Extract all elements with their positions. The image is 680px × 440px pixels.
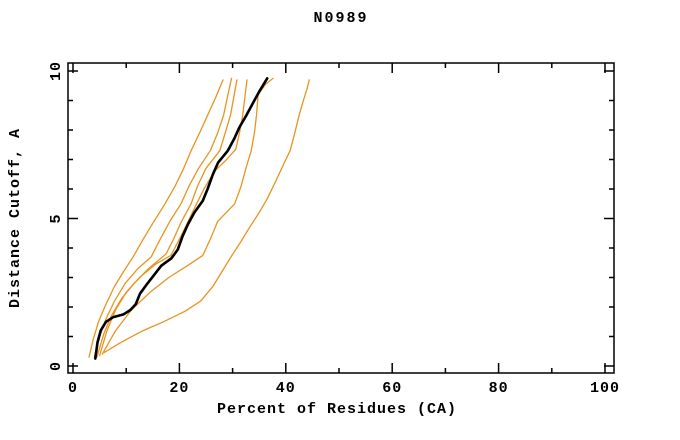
curve-model-5: [101, 77, 274, 355]
frame-box: [67, 62, 615, 374]
curve-model-3: [96, 79, 238, 358]
x-tick-label: 40: [276, 380, 296, 397]
x-tick-label: 60: [382, 380, 402, 397]
x-tick-label: 0: [68, 380, 78, 397]
curve-model-6: [103, 79, 310, 354]
curves: [88, 77, 310, 360]
y-tick-label: 5: [48, 213, 65, 223]
y-tick-label: 0: [48, 361, 65, 371]
x-tick-label: 80: [489, 380, 509, 397]
curve-target: [94, 77, 269, 360]
y-tick-label: 10: [48, 61, 65, 81]
axis-ticks: [68, 63, 614, 373]
chart-title: N0989: [313, 10, 368, 27]
x-tick-label: 20: [169, 380, 189, 397]
curve-model-1: [88, 79, 224, 358]
y-axis-label: Distance Cutoff, A: [7, 128, 24, 308]
x-axis-label: Percent of Residues (CA): [217, 401, 457, 418]
plot-frame: [67, 62, 615, 374]
curve-model-2: [93, 77, 233, 358]
x-tick-label: 100: [590, 380, 620, 397]
curve-model-4: [98, 79, 248, 357]
tick-labels: 0 20 40 60 80 100 0 5 10: [48, 61, 620, 397]
